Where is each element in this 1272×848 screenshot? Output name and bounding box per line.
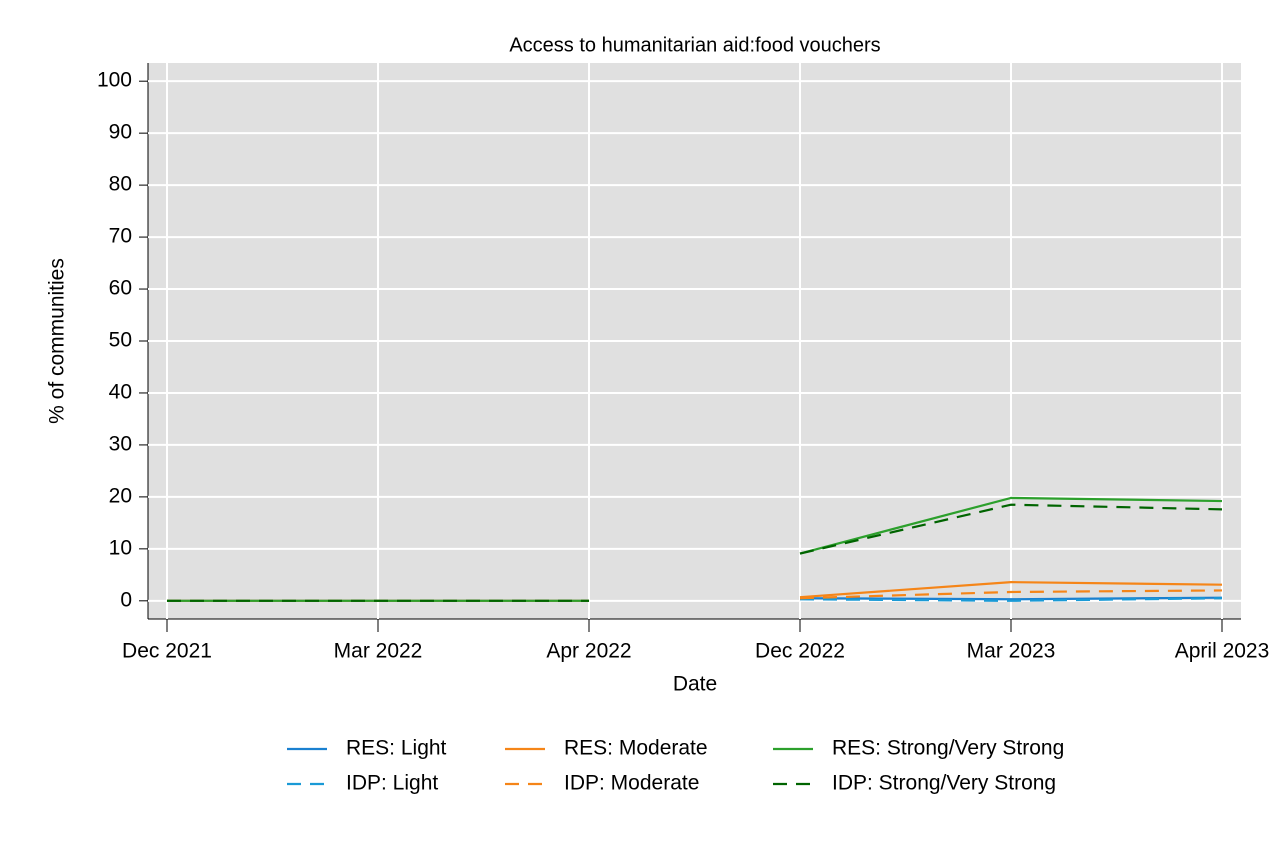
legend-label: RES: Moderate (564, 737, 708, 760)
chart-title: Access to humanitarian aid:food vouchers (509, 34, 880, 56)
legend-label: RES: Strong/Very Strong (832, 737, 1064, 760)
x-tick-label: Apr 2022 (546, 640, 631, 663)
y-tick-label: 60 (109, 277, 132, 300)
y-tick-label: 30 (109, 432, 132, 455)
y-tick-label: 100 (97, 69, 132, 92)
x-tick-label: Dec 2022 (755, 640, 845, 663)
legend-label: RES: Light (346, 737, 447, 760)
y-tick-label: 20 (109, 484, 132, 507)
x-tick-label: April 2023 (1175, 640, 1270, 663)
y-tick-label: 10 (109, 536, 132, 559)
x-axis-label: Date (673, 673, 717, 696)
legend-label: IDP: Strong/Very Strong (832, 772, 1056, 795)
y-tick-label: 40 (109, 381, 132, 404)
y-axis-label: % of communities (46, 258, 69, 424)
legend-label: IDP: Light (346, 772, 438, 795)
y-tick-label: 70 (109, 225, 132, 248)
series-line (167, 503, 1223, 602)
x-tick-label: Mar 2022 (334, 640, 423, 663)
legend-label: IDP: Moderate (564, 772, 699, 795)
x-tick-label: Mar 2023 (967, 640, 1056, 663)
y-tick-label: 80 (109, 173, 132, 196)
x-tick-label: Dec 2021 (122, 640, 212, 663)
y-tick-label: 0 (120, 588, 132, 611)
y-tick-label: 90 (109, 121, 132, 144)
y-tick-label: 50 (109, 329, 132, 352)
